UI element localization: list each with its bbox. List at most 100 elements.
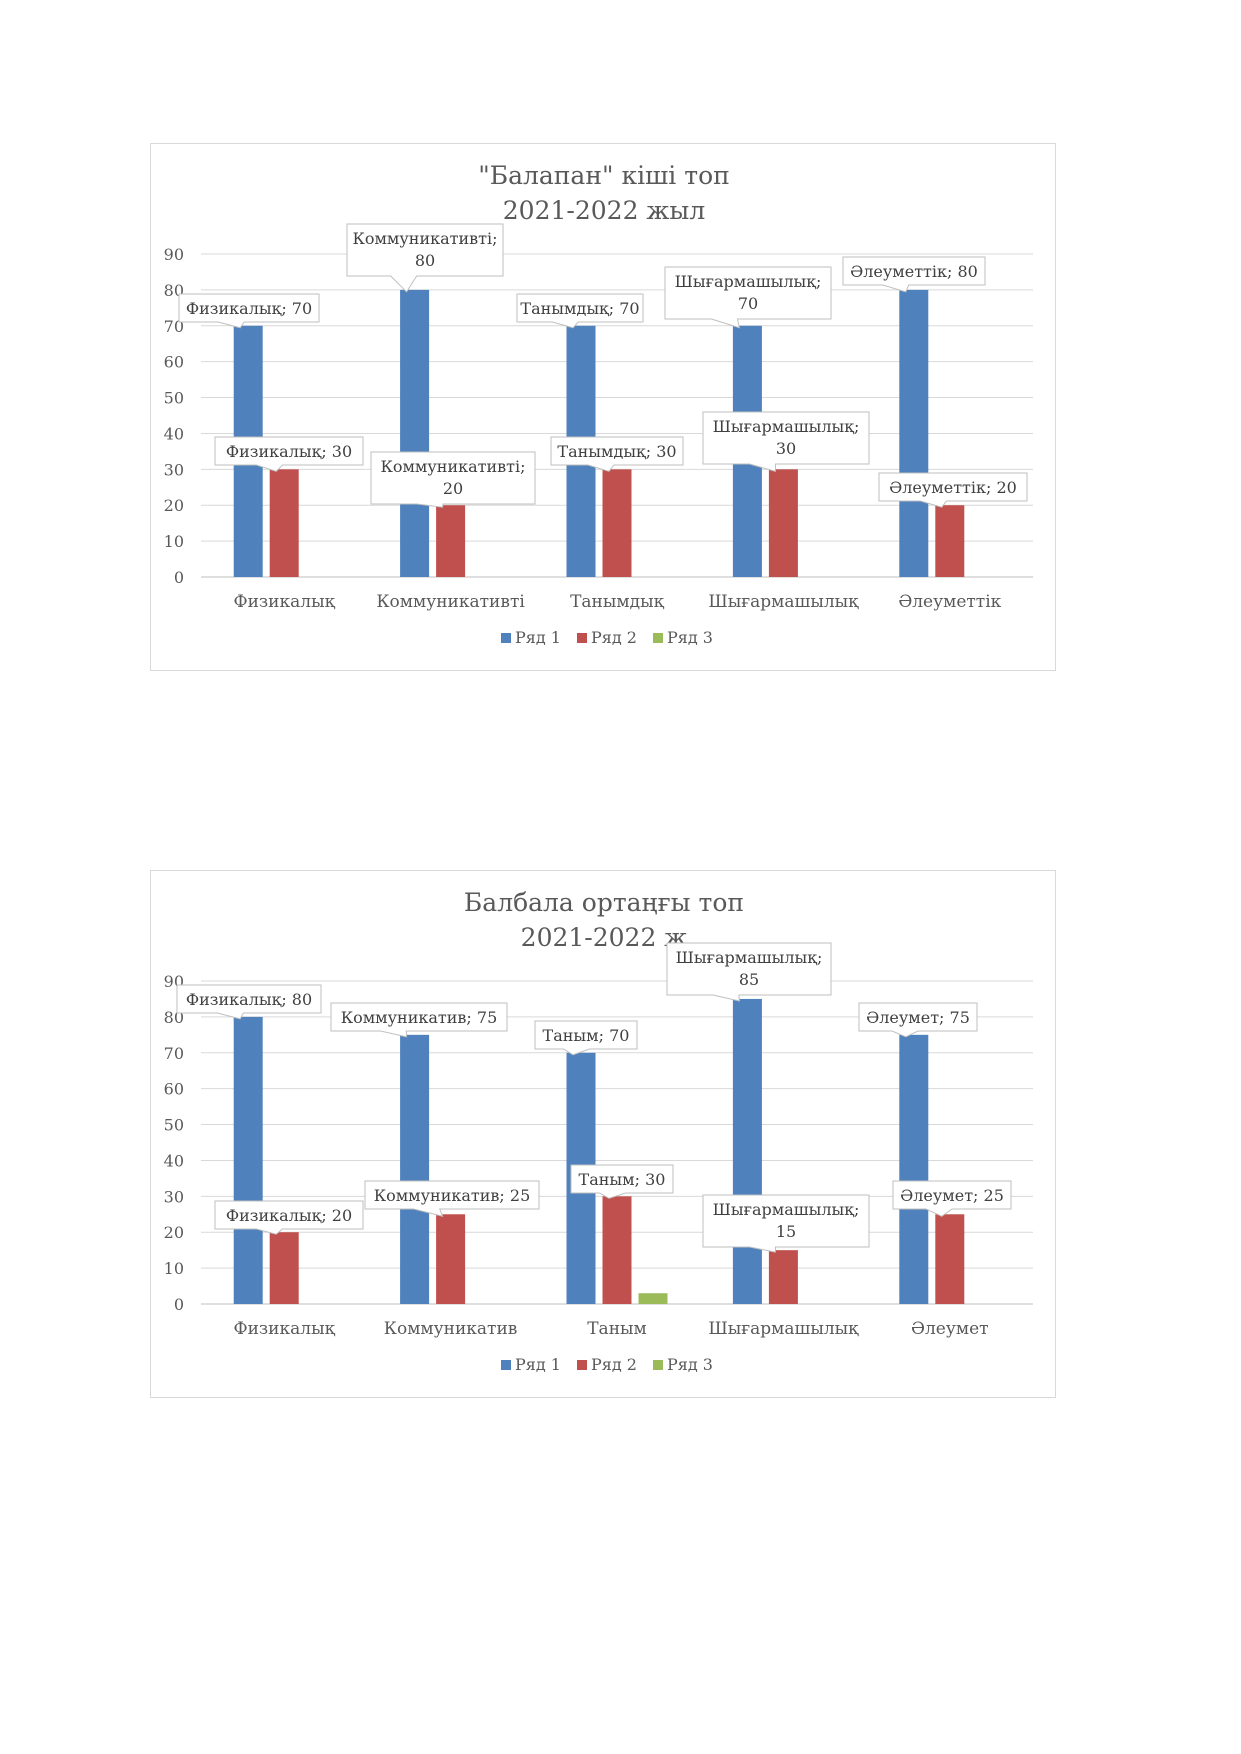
data-callout-box: [214, 1200, 364, 1235]
bar-ряд-2-2: [436, 505, 466, 577]
data-callout-box: [858, 1002, 978, 1038]
data-label: Әлеуметтік; 20: [889, 478, 1017, 497]
data-callout-box: [878, 472, 1028, 508]
bar-ряд-1-5: [899, 289, 929, 577]
y-tick-label: 20: [164, 496, 184, 515]
bar-ряд-1-2: [400, 289, 430, 577]
bar-ряд-2-4: [768, 1250, 798, 1304]
data-callout-box: [214, 436, 364, 472]
data-callout-box: [702, 1194, 870, 1253]
legend-swatch-2: [577, 1360, 587, 1370]
y-tick-label: 20: [164, 1223, 184, 1242]
data-label: 70: [738, 294, 758, 313]
data-label: Әлеуметтік; 80: [850, 262, 978, 281]
bar-ряд-1-4: [732, 998, 762, 1304]
bar-ряд-2-3: [602, 469, 632, 577]
data-callout-box: [550, 436, 684, 472]
data-label: Физикалық; 80: [186, 990, 312, 1009]
y-tick-label: 50: [164, 1116, 184, 1135]
y-tick-label: 10: [164, 1259, 184, 1278]
legend-swatch-3: [653, 633, 663, 643]
chart-title-line-1: Балбала ортаңғы топ: [464, 888, 744, 917]
chart-title-line-1: "Балапан" кіші топ: [478, 161, 730, 190]
bar-ряд-2-2: [436, 1214, 466, 1304]
data-label: Таным; 30: [579, 1170, 666, 1189]
data-label: 20: [443, 479, 463, 498]
y-tick-label: 30: [164, 460, 184, 479]
data-label: 85: [739, 970, 759, 989]
data-callout-box: [892, 1180, 1012, 1217]
data-label: Әлеумет; 25: [900, 1186, 1004, 1205]
data-callout-box: [178, 293, 320, 329]
y-tick-label: 0: [174, 1295, 184, 1314]
legend-label-2: Ряд 2: [591, 628, 637, 647]
data-label: Шығармашылық;: [713, 1200, 860, 1219]
x-category-label: Шығармашылық: [708, 1319, 859, 1339]
data-label: Әлеумет; 75: [866, 1008, 970, 1027]
y-tick-label: 60: [164, 353, 184, 372]
y-tick-label: 0: [174, 568, 184, 587]
legend-swatch-1: [501, 1360, 511, 1370]
data-label: Шығармашылық;: [713, 417, 860, 436]
bar-ряд-1-1: [233, 1016, 263, 1304]
data-label: Коммуникатив; 75: [341, 1008, 498, 1027]
y-tick-label: 40: [164, 1151, 184, 1170]
data-callout-box: [570, 1164, 674, 1199]
data-label: Танымдық; 30: [557, 442, 676, 461]
data-callout-box: [346, 223, 504, 293]
bar-ряд-2-5: [935, 1214, 965, 1304]
chart-1-svg: "Балапан" кіші топ 2021-2022 жыл 0 10 20 30 40…: [164, 161, 1033, 647]
data-label: Коммуникативті;: [380, 457, 525, 476]
legend-label-3: Ряд 3: [667, 1355, 713, 1374]
data-callout-box: [842, 256, 986, 293]
x-category-label: Физикалық: [233, 1319, 335, 1339]
data-label: 80: [415, 251, 435, 270]
legend-swatch-1: [501, 633, 511, 643]
data-callout-box: [370, 451, 536, 508]
x-category-label: Танымдық: [570, 592, 665, 612]
data-callout-box: [702, 411, 870, 472]
data-label: Физикалық; 20: [226, 1206, 352, 1225]
data-callout-box: [330, 1002, 508, 1038]
data-label: Коммуникатив; 25: [374, 1186, 531, 1205]
x-category-label: Коммуникативті: [376, 592, 525, 612]
bar-ряд-1-5: [899, 1034, 929, 1304]
y-tick-label: 10: [164, 532, 184, 551]
y-tick-label: 40: [164, 424, 184, 443]
x-category-label: Шығармашылық: [708, 592, 859, 612]
data-callout-box: [516, 293, 644, 329]
data-label: Физикалық; 30: [226, 442, 352, 461]
chart-2-svg: Балбала ортаңғы топ 2021-2022 ж 0 10 20 30 40 5…: [164, 888, 1033, 1374]
chart-2: Балбала ортаңғы топ 2021-2022 ж 0 10 20 30 40 5…: [150, 870, 1056, 1398]
y-tick-label: 70: [164, 1044, 184, 1063]
x-category-label: Физикалық: [233, 592, 335, 612]
bar-ряд-2-5: [935, 505, 965, 577]
data-label: Коммуникативті;: [352, 229, 497, 248]
legend-label-3: Ряд 3: [667, 628, 713, 647]
y-tick-label: 30: [164, 1187, 184, 1206]
legend-label-2: Ряд 2: [591, 1355, 637, 1374]
bar-ряд-2-3: [602, 1196, 632, 1304]
legend-swatch-2: [577, 633, 587, 643]
bar-ряд-3-3: [638, 1293, 668, 1304]
data-callout-box: [534, 1020, 638, 1056]
data-callout-box: [364, 1180, 540, 1218]
y-tick-label: 90: [164, 245, 184, 264]
x-category-label: Әлеумет: [911, 1319, 989, 1339]
data-callout-box: [666, 942, 832, 1002]
x-category-label: Әлеуметтік: [898, 592, 1001, 612]
legend-swatch-3: [653, 1360, 663, 1370]
data-label: 30: [776, 439, 796, 458]
chart-title-line-2: 2021-2022 ж: [521, 923, 688, 952]
bar-ряд-2-1: [269, 469, 299, 577]
data-callout-box: [664, 266, 832, 329]
data-label: Физикалық; 70: [186, 299, 312, 318]
bar-ряд-2-4: [768, 469, 798, 577]
legend-label-1: Ряд 1: [515, 628, 561, 647]
x-category-label: Коммуникатив: [384, 1319, 518, 1339]
bar-ряд-1-2: [400, 1034, 430, 1304]
chart-title-line-2: 2021-2022 жыл: [503, 196, 705, 225]
data-callout-box: [176, 984, 322, 1020]
data-label: Шығармашылық;: [675, 272, 822, 291]
bar-ряд-2-1: [269, 1232, 299, 1304]
